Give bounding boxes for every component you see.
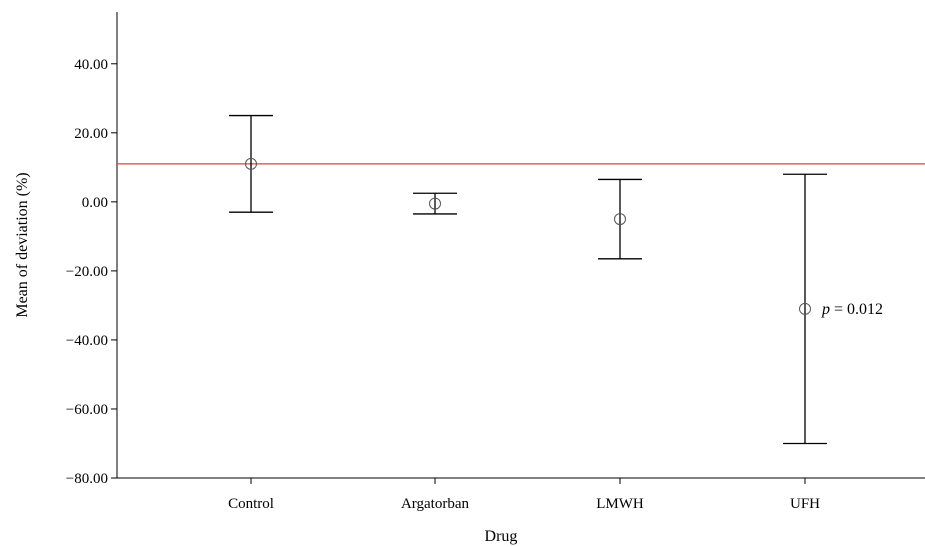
x-tick-label: UFH — [790, 496, 820, 512]
y-tick-label: 40.00 — [74, 57, 108, 73]
p-symbol: p — [821, 301, 830, 318]
p-value-text: = 0.012 — [830, 301, 883, 318]
error-bar-control — [229, 114, 273, 213]
y-tick-label: −20.00 — [66, 264, 108, 280]
x-tick-label: Control — [228, 496, 274, 512]
y-tick-label: −60.00 — [66, 402, 108, 418]
error-bar-argatorban — [413, 192, 457, 215]
y-tick-label: −80.00 — [66, 471, 108, 487]
y-axis-label: Mean of deviation (%) — [14, 172, 31, 317]
x-axis-ticks: Control Argatorban LMWH UFH — [228, 478, 820, 512]
y-axis-ticks: 40.00 20.00 0.00 −20.00 −40.00 −60.00 −80.00 — [66, 57, 117, 487]
y-tick-label: −40.00 — [66, 333, 108, 349]
mean-point — [614, 213, 626, 226]
mean-point — [429, 197, 441, 210]
axes — [116, 12, 925, 479]
error-bar-ufh — [783, 173, 827, 445]
mean-point — [799, 302, 811, 315]
error-bars — [229, 114, 827, 445]
x-axis-label: Drug — [485, 528, 518, 545]
x-tick-label: Argatorban — [401, 496, 470, 512]
p-value-annotation: p = 0.012 — [821, 301, 883, 318]
mean-point — [245, 157, 257, 170]
y-tick-label: 0.00 — [82, 195, 108, 211]
error-bar-lmwh — [598, 178, 642, 260]
x-tick-label: LMWH — [596, 496, 644, 512]
y-tick-label: 20.00 — [74, 126, 108, 142]
